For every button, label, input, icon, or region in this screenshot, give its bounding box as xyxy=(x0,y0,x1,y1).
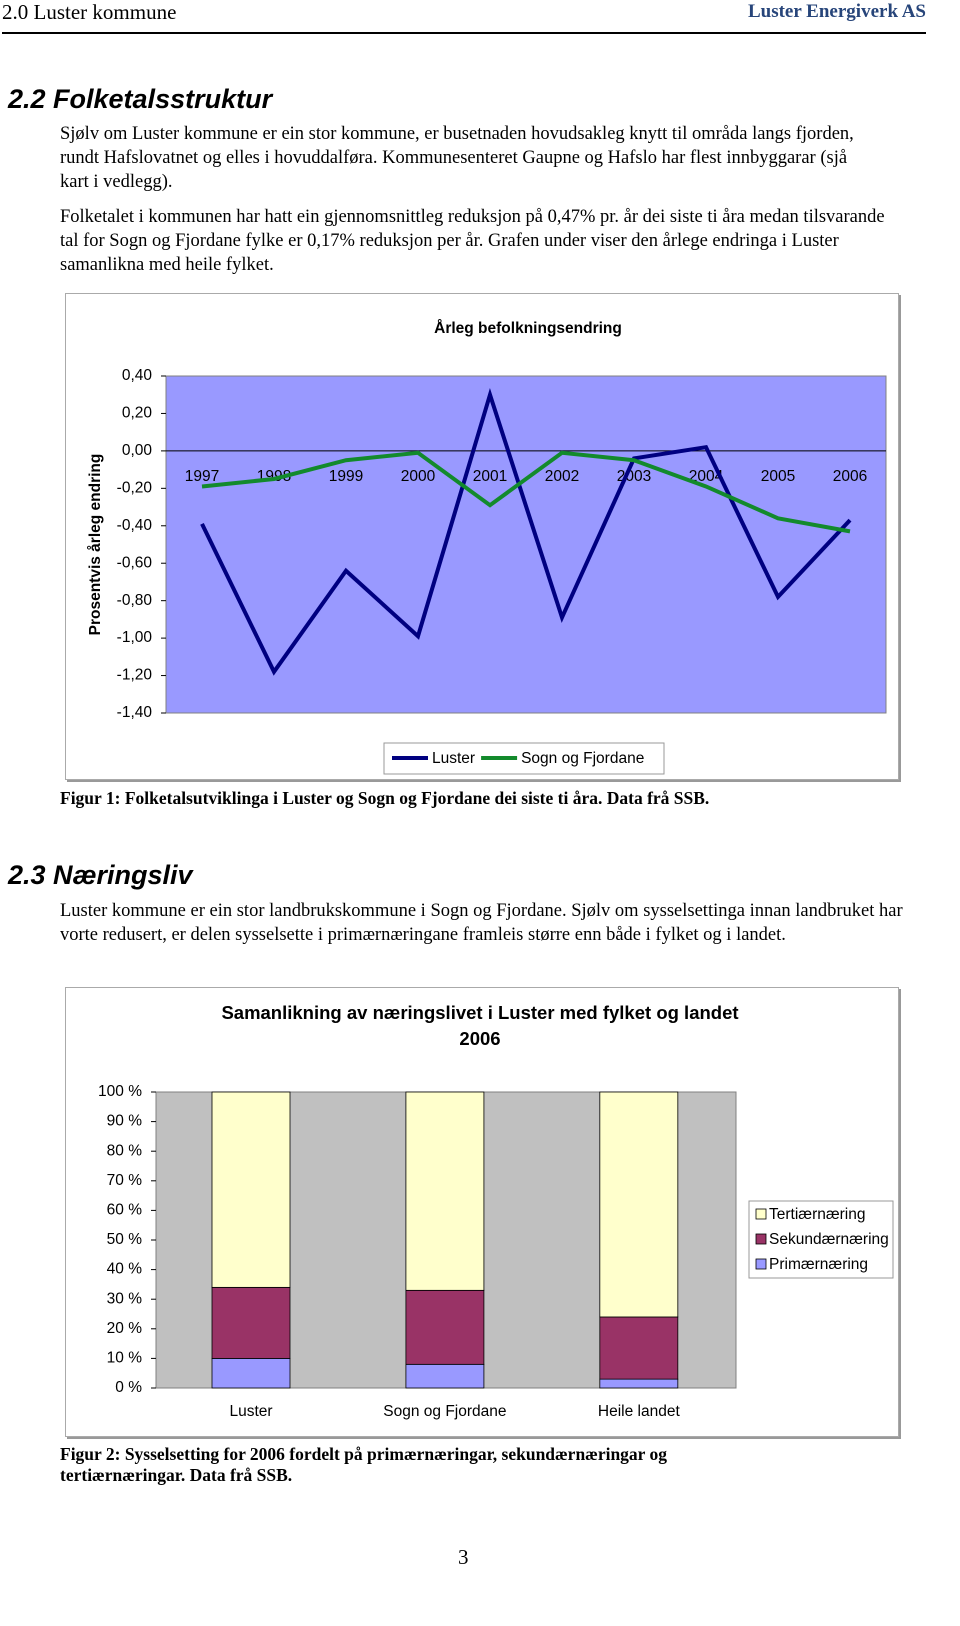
y-tick-label: 60 % xyxy=(107,1201,143,1218)
legend-label: Sogn og Fjordane xyxy=(521,750,644,767)
y-tick-label: -0,40 xyxy=(117,517,153,534)
bar-segment xyxy=(599,1316,679,1380)
page-number: 3 xyxy=(458,1545,469,1569)
header-right: Luster Energiverk AS xyxy=(747,1,926,22)
y-tick-label: 10 % xyxy=(107,1349,143,1366)
x-tick-label: 1999 xyxy=(329,468,363,485)
y-tick-label: 80 % xyxy=(107,1142,143,1159)
legend-swatch xyxy=(755,1233,767,1245)
legend-swatch xyxy=(755,1208,767,1220)
legend-label: Primærnæring xyxy=(769,1256,868,1273)
y-tick-label: -0,20 xyxy=(117,479,153,496)
y-tick-label: 0,00 xyxy=(122,442,153,459)
legend-box xyxy=(748,1200,894,1279)
figure-caption: Figur 2: Sysselsetting for 2006 fordelt … xyxy=(60,1444,668,1485)
bar-segment xyxy=(599,1378,679,1389)
legend-box xyxy=(383,742,665,775)
y-tick-label: 50 % xyxy=(107,1231,143,1248)
bar-segment xyxy=(599,1091,679,1318)
x-tick-label: 2001 xyxy=(473,468,507,485)
y-tick-label: 90 % xyxy=(107,1113,143,1130)
section-heading: 2.2 Folketalsstruktur xyxy=(8,84,273,114)
y-tick-label: -1,40 xyxy=(117,704,153,721)
x-tick-label: 1997 xyxy=(185,468,219,485)
y-tick-label: -1,20 xyxy=(117,667,153,684)
y-tick-label: 100 % xyxy=(98,1083,142,1100)
chart-title: Årleg befolkningsendring xyxy=(434,320,622,337)
legend-label: Luster xyxy=(432,750,475,767)
x-tick-label: Sogn og Fjordane xyxy=(383,1403,506,1420)
bar-segment xyxy=(211,1286,291,1359)
bar-segment xyxy=(211,1091,291,1288)
legend-label: Tertiærnæring xyxy=(769,1206,865,1223)
y-tick-label: -0,80 xyxy=(117,592,153,609)
x-tick-label: 2002 xyxy=(545,468,579,485)
bar-segment xyxy=(405,1289,485,1365)
x-tick-label: 2004 xyxy=(689,468,724,485)
x-tick-label: 2005 xyxy=(761,468,795,485)
paragraph: Sjølv om Luster kommune er ein stor komm… xyxy=(60,124,854,192)
legend-swatch xyxy=(755,1258,767,1270)
line-chart: Årleg befolkningsendring Prosentvis årleg… xyxy=(65,293,899,780)
y-tick-label: 70 % xyxy=(107,1172,143,1189)
data-line xyxy=(200,387,852,676)
chart-title: Samanlikning av næringslivet i Luster me… xyxy=(221,1002,739,1049)
plot-area xyxy=(165,375,887,714)
bar-segment xyxy=(405,1091,485,1291)
y-tick-label: 0,40 xyxy=(122,367,153,384)
y-tick-label: 20 % xyxy=(107,1320,143,1337)
section-heading: 2.3 Næringsliv xyxy=(8,860,193,890)
y-tick-label: 40 % xyxy=(107,1261,143,1278)
x-tick-label: Luster xyxy=(229,1403,272,1420)
x-tick-label: 2006 xyxy=(833,468,867,485)
x-tick-label: Heile landet xyxy=(598,1403,681,1420)
header-rule xyxy=(2,32,926,34)
y-tick-label: 30 % xyxy=(107,1290,143,1307)
header-left: 2.0 Luster kommune xyxy=(2,0,177,24)
x-tick-label: 2000 xyxy=(401,468,436,485)
data-line xyxy=(201,450,851,534)
legend-label: Sekundærnæring xyxy=(769,1231,889,1248)
y-tick-label: 0 % xyxy=(115,1379,142,1396)
y-tick-label: 0,20 xyxy=(122,405,153,422)
y-axis-title: Prosentvis årleg endring xyxy=(87,454,104,636)
y-tick-label: -0,60 xyxy=(117,554,153,571)
y-tick-label: -1,00 xyxy=(117,629,153,646)
stacked-bar-chart: 0 % 10 % 20 % 30 % 40 % 50 % 60 % 70 % 80 % 90 % 1… xyxy=(65,987,899,1437)
bar-segment xyxy=(405,1363,485,1389)
figure-caption: Figur 1: Folketalsutviklinga i Luster og… xyxy=(60,788,710,808)
bar-segment xyxy=(211,1357,291,1389)
paragraph: Folketalet i kommunen har hatt ein gjenn… xyxy=(60,207,885,275)
paragraph: Luster kommune er ein stor landbrukskomm… xyxy=(60,901,903,945)
